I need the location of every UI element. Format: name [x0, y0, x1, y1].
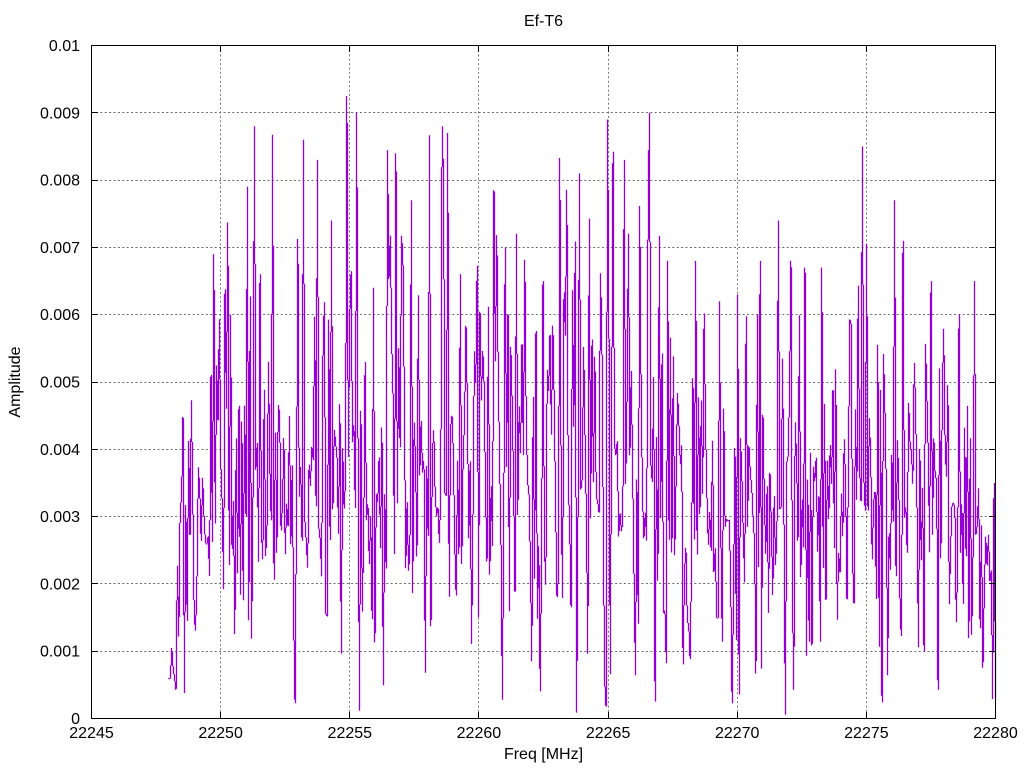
svg-text:0.005: 0.005 — [40, 375, 80, 392]
svg-text:22275: 22275 — [844, 725, 889, 742]
svg-text:22250: 22250 — [198, 725, 243, 742]
svg-text:0.01: 0.01 — [49, 38, 80, 55]
svg-text:0.004: 0.004 — [40, 442, 80, 459]
svg-text:Freq [MHz]: Freq [MHz] — [504, 746, 583, 763]
svg-text:22265: 22265 — [586, 725, 631, 742]
svg-text:Amplitude: Amplitude — [7, 346, 24, 417]
svg-text:0: 0 — [71, 711, 80, 728]
svg-text:0.001: 0.001 — [40, 644, 80, 661]
svg-text:22245: 22245 — [69, 725, 114, 742]
svg-text:0.009: 0.009 — [40, 105, 80, 122]
svg-text:0.002: 0.002 — [40, 576, 80, 593]
svg-text:Ef-T6: Ef-T6 — [524, 13, 563, 30]
svg-text:0.007: 0.007 — [40, 240, 80, 257]
svg-text:22255: 22255 — [328, 725, 373, 742]
svg-text:22260: 22260 — [457, 725, 502, 742]
svg-text:0.003: 0.003 — [40, 509, 80, 526]
svg-text:22280: 22280 — [973, 725, 1018, 742]
svg-text:0.008: 0.008 — [40, 173, 80, 190]
svg-text:0.006: 0.006 — [40, 307, 80, 324]
svg-text:22270: 22270 — [715, 725, 760, 742]
